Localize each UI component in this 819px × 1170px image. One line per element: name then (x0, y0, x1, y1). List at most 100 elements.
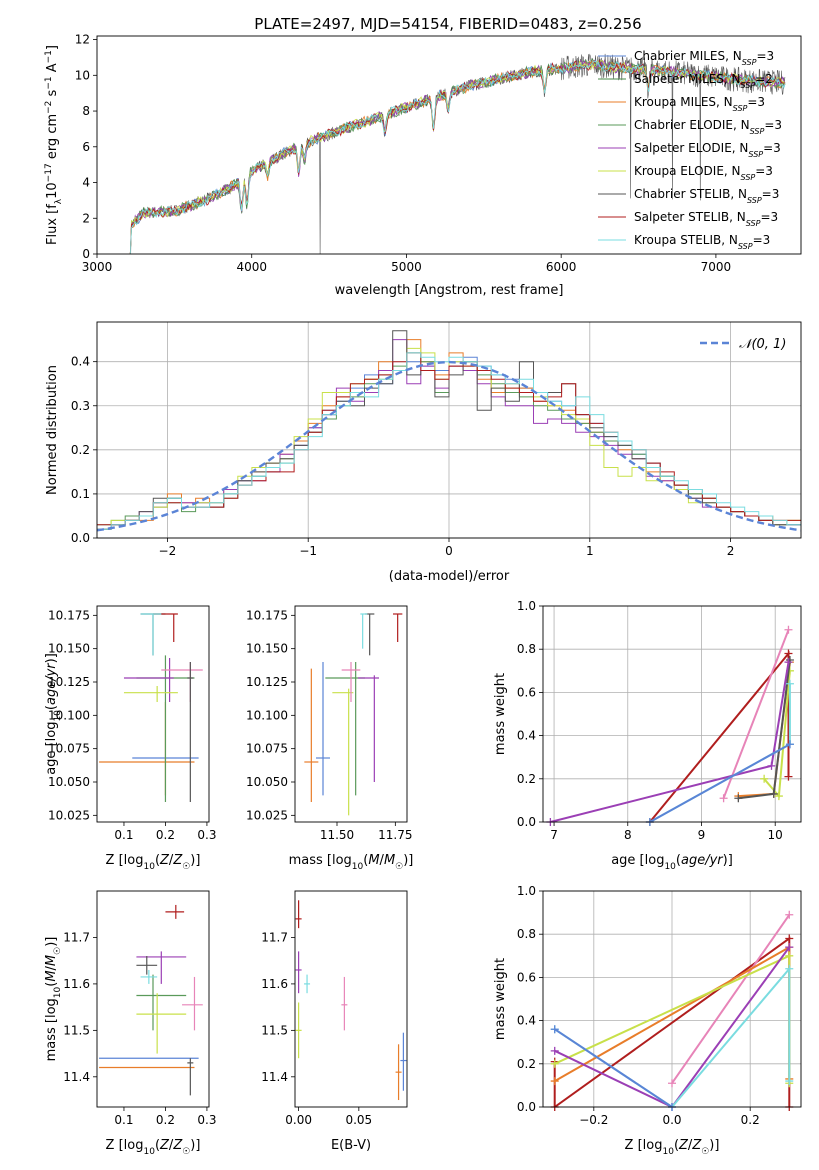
mass_age-xlabel: mass [log10(M/M☉)] (289, 853, 414, 872)
label-part: M (368, 853, 379, 868)
y-tick-label: 10 (75, 68, 90, 82)
axes-frame (542, 605, 802, 823)
label-part: Z (172, 1138, 183, 1153)
label-part: Z (159, 853, 170, 868)
weight-marker (668, 1079, 676, 1088)
label-part: )] (190, 1138, 200, 1153)
y-tick-label: 0.0 (517, 1100, 536, 1114)
label-part: )] (723, 853, 733, 868)
z_mass-ylabel: mass [log10(M/M☉)] (44, 937, 63, 1062)
label-part: age/yr (681, 853, 724, 868)
legend-main: Chabrier ELODIE, N (634, 118, 750, 132)
label-part: 10 (45, 182, 60, 199)
legend-label: Kroupa STELIB, NSSP=3 (634, 233, 770, 251)
label-part: ☉ (182, 1147, 190, 1157)
spectrum-ylabel: Flux [fλ10−17 erg cm−2 s−1 A−1] (44, 45, 64, 245)
y-tick-label: 0.1 (71, 487, 90, 501)
weight-marker (550, 1059, 559, 1068)
x-tick-label: 0.3 (197, 1113, 216, 1127)
x-tick-label: 0 (445, 544, 453, 558)
y-tick-label: 10.100 (246, 708, 288, 722)
weight-marker (785, 679, 794, 688)
label-part: ( (363, 853, 368, 868)
y-tick-label: 10.150 (48, 642, 90, 656)
y-tick-label: 0.4 (517, 1014, 536, 1028)
label-part: ☉ (395, 862, 403, 872)
label-part: 10 (53, 986, 63, 998)
label-part: age [log (611, 853, 664, 868)
y-tick-label: 4 (82, 176, 90, 190)
y-tick-label: 10.025 (246, 808, 288, 822)
axes-frame (96, 605, 210, 823)
residuals-panel: −2 −1 0 1 2 0.0 0.1 0.2 0.3 0.4 (data-model)/error… (45, 321, 802, 584)
spectrum-xlabel: wavelength [Angstrom, rest frame] (335, 283, 564, 298)
label-part: 10 (143, 1147, 155, 1157)
y-tick-label: 0 (82, 247, 90, 261)
x-tick-label: 6000 (546, 260, 577, 274)
label-part: ( (674, 1138, 679, 1153)
label-part: )] (709, 1138, 719, 1153)
legend-tail: =3 (756, 49, 774, 63)
legend-main: Chabrier STELIB, N (634, 187, 747, 201)
axes-frame (294, 890, 408, 1108)
z_weight-panel: −0.2 0.0 0.20.00.20.40.60.81.0Z [log10(Z/Z… (493, 884, 802, 1157)
x-tick-label: 9 (698, 828, 706, 842)
y-tick-label: 1.0 (517, 599, 536, 613)
x-tick-label: 11.50 (320, 828, 354, 842)
axes-frame (294, 605, 408, 823)
weight-line (554, 1028, 673, 1107)
weight-marker (785, 943, 794, 952)
y-tick-label: 11.6 (261, 977, 288, 991)
weight-marker (550, 1046, 559, 1055)
label-part: / (380, 853, 385, 868)
label-part: ☉ (182, 862, 190, 872)
y-tick-label: 0.3 (71, 399, 90, 413)
panels: 3000 4000 5000 6000 7000024681012wavelength … (44, 33, 802, 1157)
legend-tail: =3 (755, 164, 773, 178)
weight-marker (785, 951, 794, 960)
label-part: )] (190, 853, 200, 868)
legend-main: Salpeter MILES, N (634, 72, 741, 86)
y-tick-label: 2 (82, 211, 90, 225)
x-tick-label: 0.1 (114, 828, 133, 842)
legend-main: Salpeter ELODIE, N (634, 141, 748, 155)
figure-title: PLATE=2497, MJD=54154, FIBERID=0483, z=0… (254, 15, 641, 33)
y-tick-label: 11.4 (261, 1070, 288, 1084)
legend-main: Kroupa STELIB, N (634, 233, 738, 247)
weight-line (722, 629, 790, 799)
legend-label: Salpeter STELIB, NSSP=3 (634, 210, 778, 228)
legend-tail: =2 (755, 72, 773, 86)
label-part: age/yr (44, 662, 59, 705)
z_mass-xlabel: Z [log10(Z/Z☉)] (106, 1138, 201, 1157)
z_age-ylabel: age [log10(age/yr)] (44, 653, 63, 775)
label-part: λ (54, 198, 64, 204)
age_weight-ylabel: mass weight (493, 673, 508, 755)
legend-sub: SSP (746, 219, 761, 228)
legend-tail: =3 (762, 187, 780, 201)
legend-label: Chabrier ELODIE, NSSP=3 (634, 118, 782, 136)
y-tick-label: 10.075 (48, 742, 90, 756)
z_mass-panel: 0.1 0.2 0.311.411.511.611.7Z [log10(Z/Z☉)]… (44, 890, 216, 1157)
label-part: M (384, 853, 395, 868)
y-tick-label: 10.125 (48, 675, 90, 689)
weight-marker (785, 934, 794, 943)
residuals-xlabel: (data-model)/error (389, 569, 510, 584)
x-tick-label: 0.1 (114, 1113, 133, 1127)
label-part: −17 (44, 163, 54, 182)
x-tick-label: 3000 (82, 260, 113, 274)
weight-marker (784, 772, 793, 781)
label-part: Z (159, 1138, 170, 1153)
x-tick-label: 11.75 (378, 828, 412, 842)
y-tick-label: 11.5 (261, 1023, 288, 1037)
legend-label: Chabrier STELIB, NSSP=3 (634, 187, 779, 205)
legend-label: Kroupa ELODIE, NSSP=3 (634, 164, 773, 182)
legend-main: Salpeter STELIB, N (634, 210, 746, 224)
label-part: ] (45, 45, 60, 50)
y-tick-label: 6 (82, 140, 90, 154)
label-part: −2 (44, 101, 54, 114)
weight-line (554, 946, 791, 1107)
y-tick-label: 11.5 (63, 1023, 90, 1037)
label-part: −1 (44, 50, 54, 63)
weight-marker (784, 649, 793, 658)
